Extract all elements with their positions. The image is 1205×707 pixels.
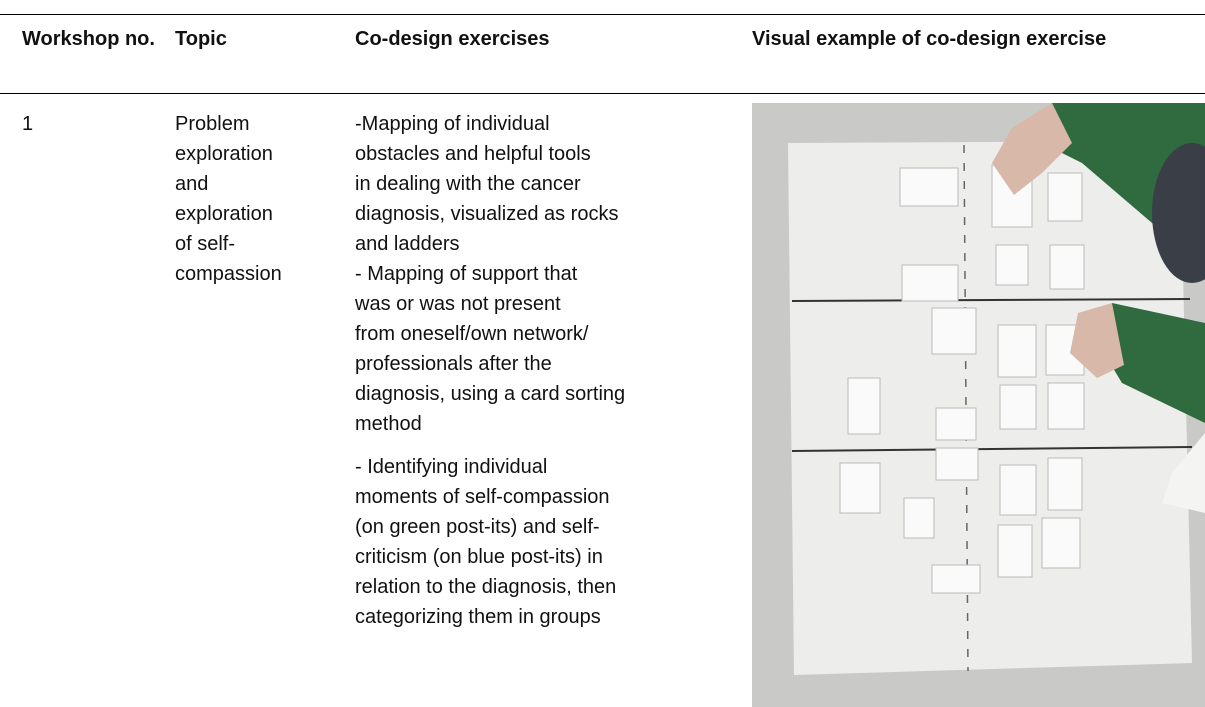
exercise-paragraph: - Identifying individual moments of self-… bbox=[355, 452, 625, 632]
topic-line: of self- bbox=[175, 233, 236, 255]
exercise-line: categorizing them in groups bbox=[355, 606, 601, 628]
exercise-line: diagnosis, visualized as rocks bbox=[355, 203, 619, 225]
exercise-line: method bbox=[355, 413, 422, 435]
top-rule bbox=[0, 14, 1205, 15]
topic-cell: Problem exploration and exploration of self-… bbox=[175, 109, 282, 289]
hand bbox=[992, 103, 1072, 195]
topic-line: exploration bbox=[175, 143, 273, 165]
exercise-line: professionals after the bbox=[355, 353, 552, 375]
exercise-line: diagnosis, using a card sorting bbox=[355, 383, 626, 405]
exercise-line: (on green post-its) and self- bbox=[355, 516, 600, 538]
exercise-paragraph: -Mapping of individual obstacles and help… bbox=[355, 109, 625, 439]
header-rule bbox=[0, 93, 1205, 94]
topic-line: compassion bbox=[175, 263, 282, 285]
hair bbox=[1152, 143, 1205, 283]
exercise-line: - Mapping of support that bbox=[355, 263, 578, 285]
exercise-line: relation to the diagnosis, then bbox=[355, 576, 617, 598]
topic-line: and bbox=[175, 173, 209, 195]
shoe bbox=[1162, 433, 1205, 513]
exercise-line: was or was not present bbox=[355, 293, 561, 315]
exercises-cell: -Mapping of individual obstacles and help… bbox=[355, 109, 625, 632]
paper-sheet bbox=[788, 141, 1192, 675]
exercise-line: criticism (on blue post-its) in bbox=[355, 546, 603, 568]
exercise-line: and ladders bbox=[355, 233, 460, 255]
header-cell: Co-design exercises bbox=[355, 28, 550, 50]
header-cell: Visual example of co-design exercise bbox=[752, 28, 1107, 50]
exercise-line: moments of self-compassion bbox=[355, 486, 610, 508]
exercise-line: -Mapping of individual bbox=[355, 113, 550, 135]
topic-line: Problem bbox=[175, 113, 250, 135]
paper-line bbox=[791, 298, 1191, 302]
exercise-line: - Identifying individual bbox=[355, 456, 548, 478]
exercise-line: from oneself/own network/ bbox=[355, 323, 589, 345]
arm-sleeve bbox=[1092, 303, 1205, 423]
workshop-number: 1 bbox=[22, 113, 34, 135]
header-cell: Topic bbox=[175, 28, 227, 50]
hand bbox=[1070, 303, 1124, 378]
workshop-photo bbox=[752, 103, 1205, 707]
topic-line: exploration bbox=[175, 203, 273, 225]
paper-line bbox=[791, 446, 1193, 452]
exercise-line: in dealing with the cancer bbox=[355, 173, 581, 195]
header-cell: Workshop no. bbox=[22, 28, 155, 50]
exercise-line: obstacles and helpful tools bbox=[355, 143, 591, 165]
